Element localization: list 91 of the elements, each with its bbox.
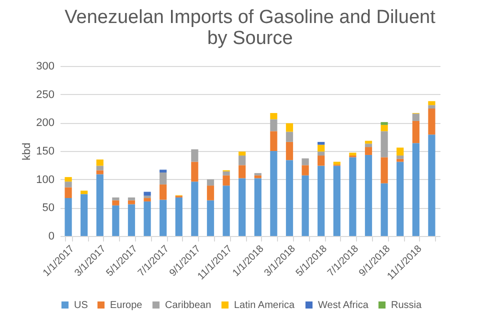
bar [160,200,167,236]
bar [286,123,294,132]
bar [428,134,436,236]
bar [64,187,72,198]
chart-title: Venezuelan Imports of Gasoline and Diluent by Source [64,7,436,49]
y-axis-title: kbd [21,142,34,160]
bar [270,131,278,151]
bar [64,182,72,188]
bar [96,160,104,166]
bar [238,152,246,156]
bar [96,166,104,170]
bar [222,186,230,236]
bar [160,170,167,173]
bar [64,177,72,182]
bar [112,197,120,200]
bar [128,204,136,236]
bar [144,201,151,236]
bar [380,183,388,236]
bar [222,175,230,186]
bar [412,120,420,144]
bar [318,156,325,166]
bar [333,166,340,236]
bar [191,162,198,182]
bar [396,156,404,159]
bar [428,101,436,106]
bar [270,119,278,132]
bar [364,144,372,148]
bar [302,165,309,176]
bar [302,158,309,166]
bar [222,171,230,176]
bar [80,194,88,236]
legend-label: Latin America [234,300,296,311]
bar [286,160,294,236]
bar [144,196,151,198]
y-tick-label: 200 [36,117,54,130]
legend-label: US [74,300,88,311]
bar [206,186,214,200]
bar [144,198,151,202]
bar [80,190,88,194]
bar [206,200,214,236]
bar [191,149,198,162]
y-tick-label: 50 [42,202,54,214]
y-tick-label: 0 [48,230,54,242]
bar [318,152,325,156]
y-tick-label: 150 [36,146,54,158]
bar [206,179,214,186]
bar [318,142,325,145]
bar [160,172,167,184]
bar [380,122,388,125]
bar [112,205,120,236]
bar [396,158,404,162]
y-tick-label: 250 [36,88,54,101]
bar [364,154,372,236]
bar [238,165,246,178]
bar [302,175,309,236]
bar [254,178,262,236]
y-tick-label: 100 [36,174,54,186]
bar [428,105,436,108]
bar [318,166,325,236]
bar [349,157,356,236]
legend-label: Russia [391,300,422,311]
bar [396,162,404,236]
bar [270,151,278,236]
bar [364,147,372,155]
bar [428,108,436,135]
bar [380,157,388,184]
bar [412,143,420,236]
bar [270,113,278,120]
bar [144,192,151,196]
bar [191,182,198,236]
bar [380,131,388,158]
bar [286,132,294,142]
bar [318,144,325,152]
bar [286,142,294,160]
legend-label: Europe [110,300,143,311]
bar [64,198,72,236]
bar [380,124,388,132]
bar [112,200,120,206]
bar [396,148,404,156]
bar [238,156,246,166]
bar [128,197,136,200]
y-tick-label: 300 [36,60,54,72]
bar [349,152,356,156]
bar [160,184,167,200]
legend-label: West Africa [318,300,369,311]
bar [175,197,182,236]
bar [412,114,420,121]
bar [96,174,104,236]
bar [128,200,136,204]
legend-label: Caribbean [165,300,212,311]
bar [238,178,246,236]
